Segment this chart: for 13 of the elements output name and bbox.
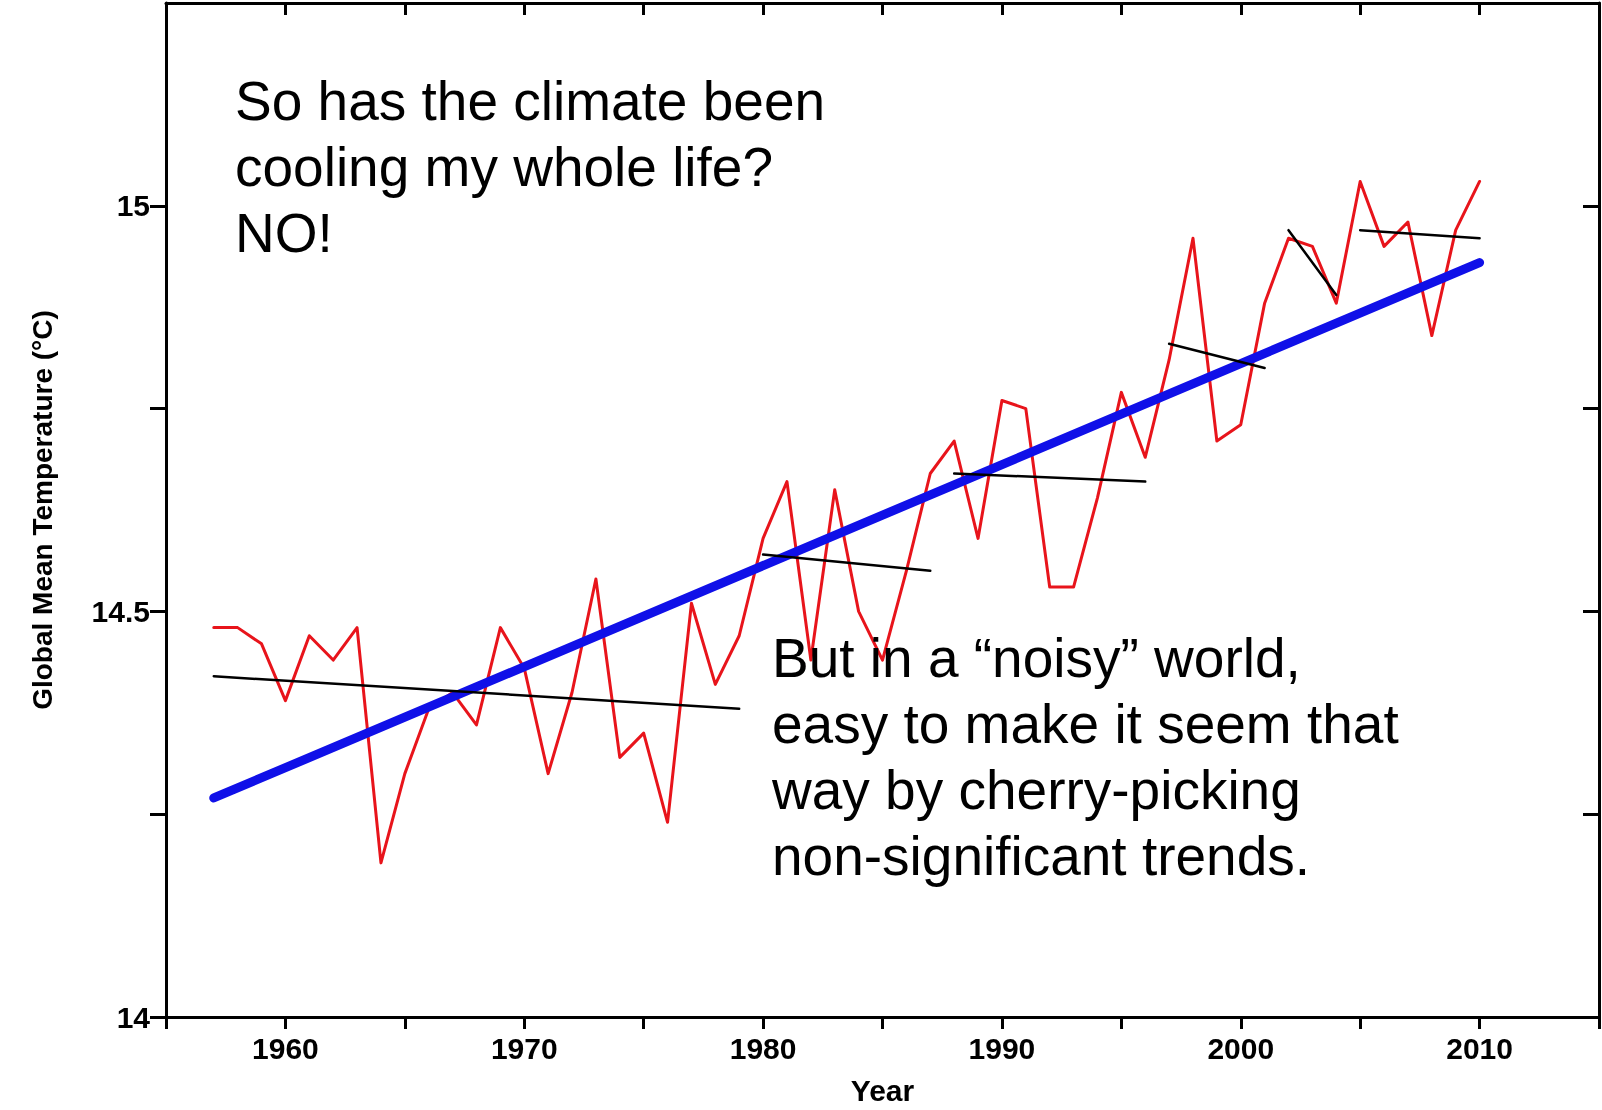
x-tick-label: 1970: [490, 1031, 558, 1065]
x-tick-label: 1960: [252, 1031, 319, 1065]
x-tick-label: 1990: [968, 1031, 1036, 1065]
y-tick-label: 15: [116, 189, 150, 223]
x-axis-title: Year: [850, 1073, 915, 1107]
y-tick-label: 14: [116, 1000, 151, 1034]
annotation: So has the climate been cooling my whole life? NO!: [235, 70, 826, 264]
y-tick-label: 14.5: [91, 594, 150, 628]
x-tick-label: 2010: [1446, 1031, 1513, 1065]
annotation: But in a “noisy” world, easy to make it seem that way by cherry-picking non-significant trends.: [771, 627, 1399, 887]
y-axis-title: Global Mean Temperature (°C): [26, 310, 58, 710]
x-tick-label: 1980: [729, 1031, 797, 1065]
x-tick-label: 2000: [1207, 1031, 1275, 1065]
